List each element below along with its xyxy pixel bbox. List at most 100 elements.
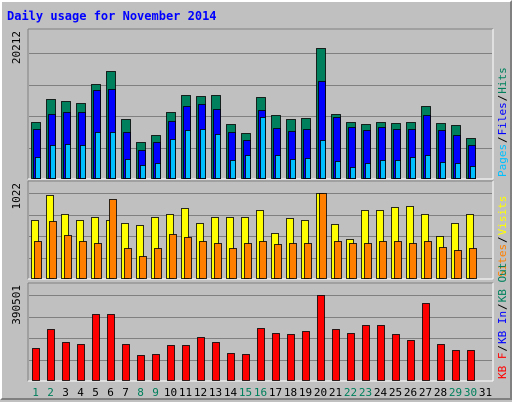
legend-pages: Pages <box>496 144 509 177</box>
bar-sites-day-3 <box>64 235 72 279</box>
bar-sites-day-24 <box>379 241 387 279</box>
bar-sites-day-1 <box>34 241 42 279</box>
bar-pages-day-9 <box>155 163 161 179</box>
bar-kb-f-day-7 <box>122 344 130 381</box>
legend-kb-in: KB In <box>496 311 509 344</box>
x-tick-day-17: 17 <box>269 386 282 399</box>
bar-sites-day-8 <box>139 256 147 279</box>
y-axis-max-label: 1022 <box>10 183 23 210</box>
bar-pages-day-10 <box>170 139 176 179</box>
bar-sites-day-13 <box>214 243 222 279</box>
x-tick-day-14: 14 <box>224 386 238 399</box>
bar-sites-day-30 <box>469 248 477 279</box>
x-tick-day-19: 19 <box>299 386 312 399</box>
bar-pages-day-6 <box>110 132 116 179</box>
legend-separator: / <box>496 236 509 243</box>
x-tick-day-11: 11 <box>179 386 192 399</box>
x-tick-day-7: 7 <box>122 386 129 399</box>
bar-kb-f-day-19 <box>302 331 310 381</box>
bar-sites-day-11 <box>184 237 192 279</box>
bar-sites-day-19 <box>304 243 312 279</box>
bar-pages-day-4 <box>80 145 86 179</box>
x-tick-day-6: 6 <box>107 386 114 399</box>
x-tick-day-3: 3 <box>62 386 69 399</box>
legend-kb-out: KB Out <box>496 263 509 303</box>
x-tick-day-9: 9 <box>152 386 159 399</box>
bar-pages-day-28 <box>440 162 446 179</box>
bar-kb-f-day-26 <box>407 340 415 381</box>
bar-pages-day-19 <box>305 158 311 179</box>
bar-pages-day-29 <box>455 163 461 179</box>
bar-sites-day-14 <box>229 248 237 279</box>
bar-pages-day-17 <box>275 155 281 179</box>
x-tick-day-10: 10 <box>164 386 177 399</box>
bar-kb-f-day-18 <box>287 334 295 381</box>
bar-sites-day-28 <box>439 247 447 279</box>
bar-sites-day-5 <box>94 243 102 279</box>
legend-separator: / <box>496 345 509 352</box>
bar-sites-day-27 <box>424 241 432 279</box>
x-tick-day-30: 30 <box>464 386 477 399</box>
bar-sites-day-15 <box>244 243 252 279</box>
x-tick-day-24: 24 <box>374 386 388 399</box>
bar-kb-f-day-25 <box>392 334 400 381</box>
legend-visits: Visits <box>496 196 509 236</box>
bar-pages-day-20 <box>320 140 326 179</box>
bar-kb-f-day-14 <box>227 353 235 381</box>
bar-kb-f-day-17 <box>272 333 280 381</box>
bar-sites-day-23 <box>364 243 372 279</box>
bar-sites-day-22 <box>349 243 357 279</box>
bar-kb-f-day-1 <box>32 348 40 381</box>
bar-pages-day-8 <box>140 165 146 179</box>
y-axis-max-label: 20212 <box>10 31 23 64</box>
legend-sites: Sites <box>496 244 509 277</box>
bar-sites-day-9 <box>154 248 162 279</box>
bar-pages-day-26 <box>410 157 416 179</box>
x-tick-day-12: 12 <box>194 386 207 399</box>
bar-pages-day-2 <box>50 145 56 179</box>
bar-sites-day-26 <box>409 243 417 279</box>
legend-separator: / <box>496 95 509 102</box>
bar-pages-day-3 <box>65 144 71 179</box>
bar-sites-day-7 <box>124 248 132 279</box>
y-axis-max-label: 390501 <box>10 285 23 325</box>
x-tick-day-16: 16 <box>254 386 267 399</box>
bar-sites-day-20 <box>319 193 327 279</box>
bar-kb-f-day-16 <box>257 328 265 381</box>
x-tick-day-23: 23 <box>359 386 372 399</box>
x-tick-day-26: 26 <box>404 386 417 399</box>
x-tick-day-28: 28 <box>434 386 447 399</box>
bar-pages-day-7 <box>125 159 131 179</box>
bar-pages-day-27 <box>425 155 431 179</box>
bar-pages-day-12 <box>200 129 206 179</box>
x-tick-day-15: 15 <box>239 386 252 399</box>
bar-kb-f-day-4 <box>77 344 85 381</box>
bar-kb-f-day-15 <box>242 354 250 381</box>
x-tick-day-4: 4 <box>77 386 84 399</box>
x-tick-day-18: 18 <box>284 386 297 399</box>
bar-kb-f-day-9 <box>152 354 160 381</box>
x-tick-day-8: 8 <box>137 386 144 399</box>
x-tick-day-25: 25 <box>389 386 402 399</box>
legend-kb-f: KB F <box>496 353 509 380</box>
bar-pages-day-5 <box>95 132 101 179</box>
x-tick-day-31: 31 <box>479 386 492 399</box>
bar-kb-f-day-30 <box>467 350 475 381</box>
bar-pages-day-18 <box>290 159 296 179</box>
legend-separator: / <box>496 303 509 310</box>
bar-pages-day-11 <box>185 130 191 179</box>
legend-files: Files <box>496 102 509 135</box>
bar-sites-day-16 <box>259 241 267 279</box>
bar-pages-day-16 <box>260 117 266 179</box>
bar-sites-day-10 <box>169 234 177 279</box>
bar-kb-f-day-6 <box>107 314 115 381</box>
bar-kb-f-day-28 <box>437 344 445 381</box>
bar-kb-f-day-21 <box>332 329 340 381</box>
bar-kb-f-day-23 <box>362 325 370 381</box>
bar-pages-day-13 <box>215 134 221 179</box>
bar-sites-day-4 <box>79 241 87 279</box>
bar-sites-day-17 <box>274 244 282 279</box>
bar-pages-day-23 <box>365 163 371 179</box>
bar-kb-f-day-20 <box>317 295 325 381</box>
